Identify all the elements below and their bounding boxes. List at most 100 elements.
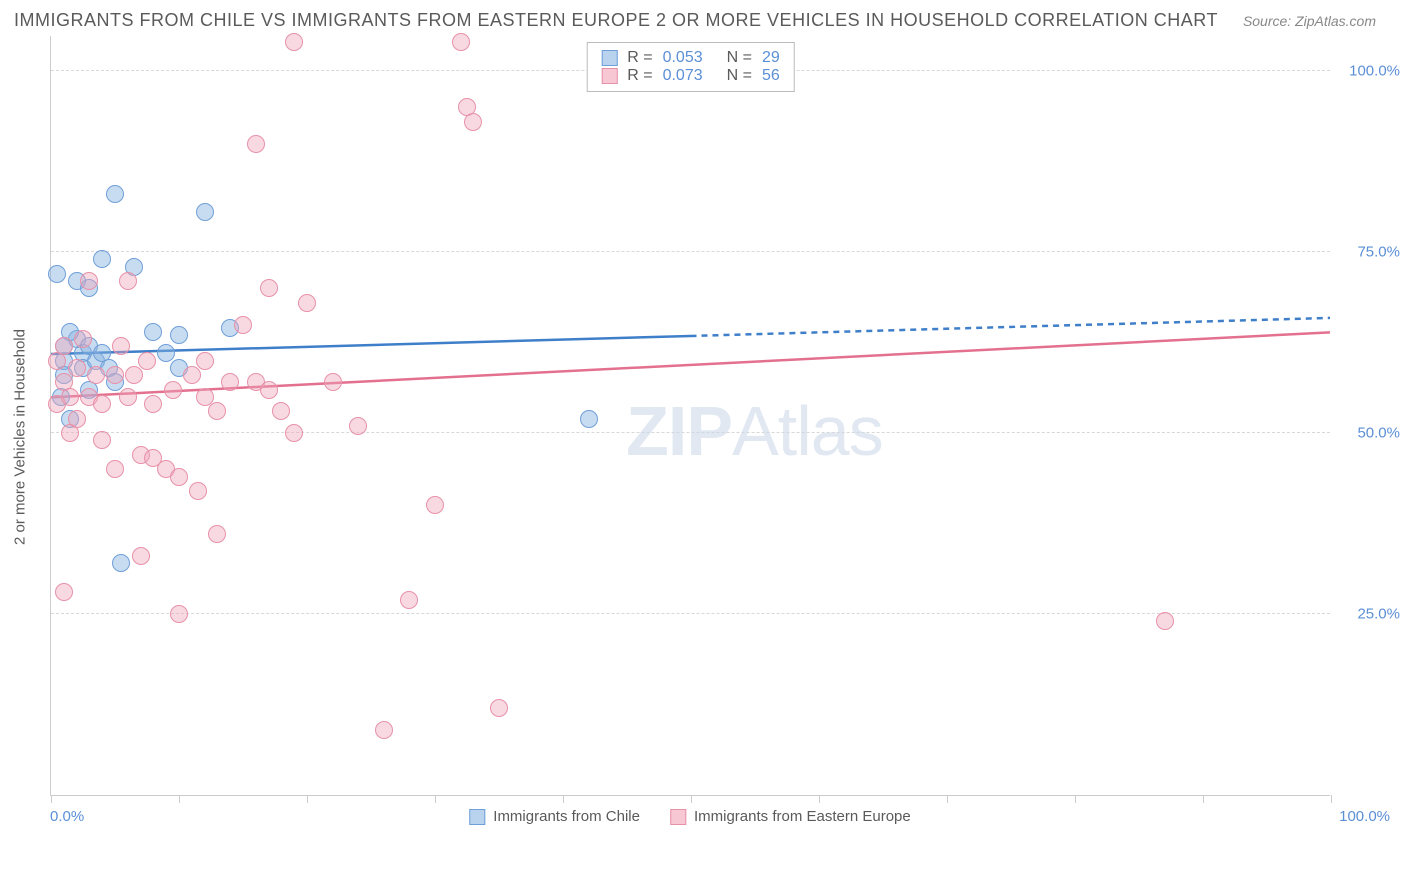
scatter-point [170, 326, 188, 344]
x-tick-mark [435, 795, 436, 803]
scatter-point [426, 496, 444, 514]
r-label: R = [627, 49, 652, 67]
scatter-point [196, 388, 214, 406]
series-legend-item: Immigrants from Eastern Europe [670, 808, 911, 825]
y-tick-label: 50.0% [1340, 425, 1400, 442]
scatter-point [74, 330, 92, 348]
series-legend-label: Immigrants from Chile [493, 808, 640, 825]
scatter-point [132, 547, 150, 565]
x-tick-mark [51, 795, 52, 803]
scatter-point [490, 699, 508, 717]
chart-source: Source: ZipAtlas.com [1243, 13, 1376, 29]
scatter-point [196, 352, 214, 370]
correlation-legend-row: R = 0.073 N = 56 [601, 67, 780, 85]
gridline [51, 251, 1330, 252]
scatter-point [208, 525, 226, 543]
correlation-legend: R = 0.053 N = 29 R = 0.073 N = 56 [586, 42, 795, 92]
x-axis: 0.0% Immigrants from ChileImmigrants fro… [50, 808, 1330, 838]
x-tick-min: 0.0% [50, 808, 84, 825]
scatter-point [112, 554, 130, 572]
scatter-point [144, 323, 162, 341]
x-tick-mark [1331, 795, 1332, 803]
scatter-point [170, 468, 188, 486]
scatter-point [68, 410, 86, 428]
scatter-point [68, 359, 86, 377]
scatter-point [375, 721, 393, 739]
x-tick-mark [179, 795, 180, 803]
scatter-point [189, 482, 207, 500]
n-label: N = [727, 49, 752, 67]
scatter-point [170, 605, 188, 623]
scatter-point [464, 113, 482, 131]
y-tick-label: 75.0% [1340, 244, 1400, 261]
legend-swatch [670, 809, 686, 825]
r-value: 0.073 [663, 67, 703, 85]
x-tick-mark [1203, 795, 1204, 803]
scatter-point [93, 395, 111, 413]
scatter-point [234, 316, 252, 334]
scatter-point [119, 272, 137, 290]
chart-title: IMMIGRANTS FROM CHILE VS IMMIGRANTS FROM… [14, 10, 1218, 31]
scatter-point [61, 388, 79, 406]
scatter-point [55, 583, 73, 601]
r-value: 0.053 [663, 49, 703, 67]
scatter-point [106, 366, 124, 384]
scatter-point [196, 203, 214, 221]
x-tick-mark [1075, 795, 1076, 803]
chart-container: 2 or more Vehicles in Household ZIPAtlas… [50, 36, 1376, 838]
scatter-point [221, 373, 239, 391]
scatter-point [93, 431, 111, 449]
r-label: R = [627, 67, 652, 85]
scatter-point [285, 424, 303, 442]
chart-header: IMMIGRANTS FROM CHILE VS IMMIGRANTS FROM… [0, 0, 1406, 36]
scatter-point [138, 352, 156, 370]
y-axis-label: 2 or more Vehicles in Household [12, 329, 29, 545]
n-value: 56 [762, 67, 780, 85]
x-tick-mark [563, 795, 564, 803]
scatter-point [580, 410, 598, 428]
scatter-point [157, 344, 175, 362]
legend-swatch [469, 809, 485, 825]
series-legend-item: Immigrants from Chile [469, 808, 640, 825]
watermark: ZIPAtlas [626, 391, 883, 471]
scatter-point [247, 135, 265, 153]
legend-swatch [601, 68, 617, 84]
x-tick-mark [691, 795, 692, 803]
scatter-point [125, 366, 143, 384]
scatter-point [208, 402, 226, 420]
scatter-point [93, 250, 111, 268]
scatter-point [452, 33, 470, 51]
gridline [51, 432, 1330, 433]
scatter-point [164, 381, 182, 399]
n-label: N = [727, 67, 752, 85]
scatter-point [48, 265, 66, 283]
scatter-point [55, 337, 73, 355]
scatter-point [272, 402, 290, 420]
scatter-point [87, 366, 105, 384]
gridline [51, 613, 1330, 614]
legend-swatch [601, 50, 617, 66]
scatter-point [106, 460, 124, 478]
x-tick-max: 100.0% [1339, 808, 1390, 825]
scatter-point [112, 337, 130, 355]
n-value: 29 [762, 49, 780, 67]
trend-lines [51, 36, 1330, 795]
scatter-point [400, 591, 418, 609]
scatter-point [106, 185, 124, 203]
x-tick-mark [819, 795, 820, 803]
x-tick-mark [947, 795, 948, 803]
correlation-legend-row: R = 0.053 N = 29 [601, 49, 780, 67]
scatter-point [183, 366, 201, 384]
scatter-point [324, 373, 342, 391]
scatter-point [260, 381, 278, 399]
scatter-plot: ZIPAtlas R =0.053N =29R =0.073N =56 25.0… [50, 36, 1330, 796]
scatter-point [144, 395, 162, 413]
series-legend-label: Immigrants from Eastern Europe [694, 808, 911, 825]
scatter-point [80, 272, 98, 290]
y-tick-label: 100.0% [1340, 63, 1400, 80]
x-tick-mark [307, 795, 308, 803]
series-legend: Immigrants from Chile Immigrants from Eas… [469, 808, 910, 825]
y-tick-label: 25.0% [1340, 606, 1400, 623]
scatter-point [119, 388, 137, 406]
scatter-point [298, 294, 316, 312]
